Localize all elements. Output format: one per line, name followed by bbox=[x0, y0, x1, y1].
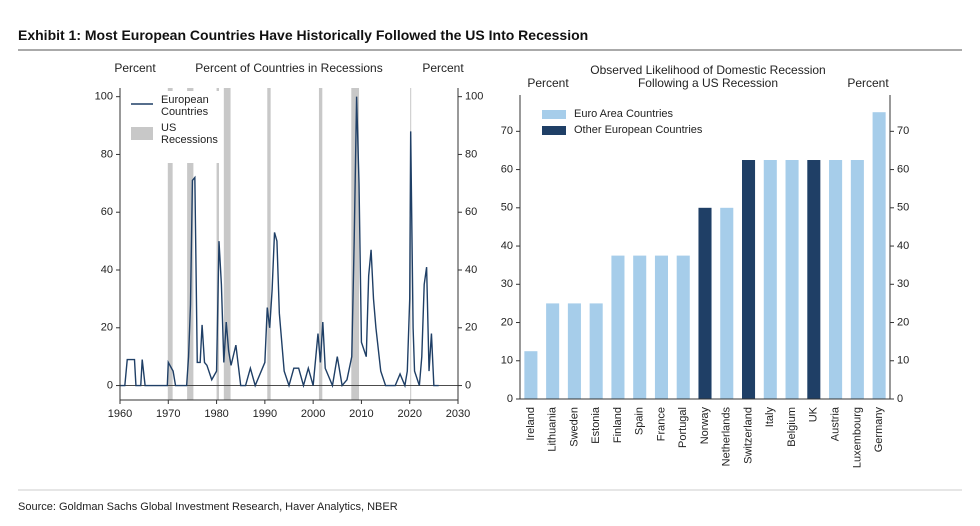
x-tick-label: Norway bbox=[699, 407, 711, 445]
y2-tick-label: 60 bbox=[897, 163, 909, 175]
legend-swatch bbox=[131, 127, 153, 140]
bar bbox=[742, 160, 756, 399]
y2-tick-label: 20 bbox=[897, 316, 909, 328]
legend-swatch bbox=[542, 110, 566, 119]
bar bbox=[676, 255, 690, 399]
y-tick-label: 80 bbox=[101, 148, 113, 160]
x-tick-label: Belgium bbox=[786, 407, 798, 447]
bar bbox=[633, 255, 647, 399]
y-tick-label: 30 bbox=[501, 278, 513, 290]
line-series bbox=[120, 96, 439, 389]
y2-tick-label: 50 bbox=[897, 202, 909, 214]
bar bbox=[763, 160, 777, 399]
x-tick-label: Lithuania bbox=[547, 406, 559, 452]
y2-tick-label: 10 bbox=[897, 355, 909, 367]
bar bbox=[589, 303, 603, 399]
source: Source: Goldman Sachs Global Investment … bbox=[18, 501, 398, 513]
y-tick-label: 100 bbox=[95, 91, 113, 103]
chart-title: Percent of Countries in Recessions bbox=[195, 61, 382, 75]
x-tick-label: Germany bbox=[873, 407, 885, 453]
recession-band bbox=[351, 88, 360, 400]
exhibit-title: Exhibit 1: Most European Countries Have … bbox=[18, 27, 589, 43]
y2-axis-label: Percent bbox=[422, 61, 464, 75]
y2-tick-label: 40 bbox=[897, 240, 909, 252]
y-tick-label: 50 bbox=[501, 202, 513, 214]
y2-tick-label: 30 bbox=[897, 278, 909, 290]
x-tick-label: Italy bbox=[764, 407, 776, 428]
x-tick-label: 1990 bbox=[253, 408, 277, 420]
recession-band bbox=[167, 88, 173, 400]
x-tick-label: Luxembourg bbox=[851, 407, 863, 468]
legend-label: European Countries bbox=[161, 94, 209, 118]
legend-label: Euro Area Countries bbox=[574, 108, 674, 120]
y-tick-label: 0 bbox=[107, 379, 113, 391]
bar bbox=[546, 303, 560, 399]
y2-tick-label: 60 bbox=[465, 206, 477, 218]
bar bbox=[567, 303, 581, 399]
x-tick-label: 1980 bbox=[204, 408, 228, 420]
x-tick-label: Switzerland bbox=[742, 407, 754, 464]
x-tick-label: France bbox=[655, 407, 667, 441]
y-axis-label: Percent bbox=[527, 76, 569, 90]
bar bbox=[720, 207, 734, 399]
bar bbox=[807, 160, 821, 399]
x-tick-label: Sweden bbox=[568, 407, 580, 447]
y2-tick-label: 40 bbox=[465, 264, 477, 276]
bar bbox=[611, 255, 625, 399]
bar bbox=[785, 160, 799, 399]
y2-tick-label: 100 bbox=[465, 91, 483, 103]
bar bbox=[872, 112, 886, 399]
x-tick-label: 2020 bbox=[397, 408, 421, 420]
bar bbox=[829, 160, 843, 399]
recession-band bbox=[223, 88, 231, 400]
y2-axis-label: Percent bbox=[847, 76, 889, 90]
legend-label: Other European Countries bbox=[574, 124, 703, 136]
y-tick-label: 40 bbox=[501, 240, 513, 252]
x-tick-label: Netherlands bbox=[721, 407, 733, 467]
y2-tick-label: 0 bbox=[465, 379, 471, 391]
y-tick-label: 0 bbox=[507, 393, 513, 405]
y-tick-label: 20 bbox=[101, 322, 113, 334]
recession-band bbox=[318, 88, 323, 400]
x-tick-label: 2030 bbox=[446, 408, 470, 420]
y-tick-label: 10 bbox=[501, 355, 513, 367]
bar bbox=[654, 255, 668, 399]
y-tick-label: 70 bbox=[501, 125, 513, 137]
y2-tick-label: 80 bbox=[465, 148, 477, 160]
x-tick-label: UK bbox=[808, 406, 820, 422]
y2-tick-label: 0 bbox=[897, 393, 903, 405]
y-axis-label: Percent bbox=[114, 61, 156, 75]
x-tick-label: Austria bbox=[829, 406, 841, 441]
bar bbox=[850, 160, 864, 399]
y-tick-label: 40 bbox=[101, 264, 113, 276]
x-tick-label: 1970 bbox=[156, 408, 180, 420]
recession-band bbox=[267, 88, 271, 400]
x-tick-label: Finland bbox=[612, 407, 624, 443]
x-tick-label: Ireland bbox=[525, 407, 537, 441]
recession-band bbox=[216, 88, 219, 400]
y2-tick-label: 70 bbox=[897, 125, 909, 137]
x-tick-label: Spain bbox=[634, 407, 646, 435]
legend-swatch bbox=[542, 126, 566, 135]
bar bbox=[698, 207, 712, 399]
x-tick-label: 2000 bbox=[301, 408, 325, 420]
y-tick-label: 60 bbox=[101, 206, 113, 218]
chart-title: Observed Likelihood of Domestic Recessio… bbox=[590, 63, 826, 90]
y-tick-label: 20 bbox=[501, 316, 513, 328]
y-tick-label: 60 bbox=[501, 163, 513, 175]
y2-tick-label: 20 bbox=[465, 322, 477, 334]
x-tick-label: 1960 bbox=[108, 408, 132, 420]
x-tick-label: Portugal bbox=[677, 407, 689, 448]
recession-band bbox=[187, 88, 194, 400]
x-tick-label: 2010 bbox=[349, 408, 373, 420]
legend-label: US Recessions bbox=[161, 122, 218, 146]
x-tick-label: Estonia bbox=[590, 406, 602, 444]
bar bbox=[524, 351, 538, 399]
